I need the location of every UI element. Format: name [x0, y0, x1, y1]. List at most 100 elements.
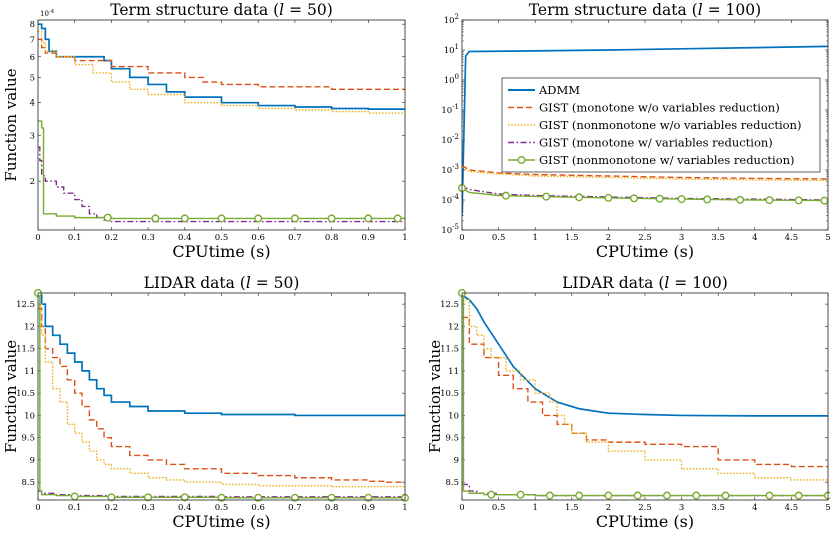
- legend-marker: [517, 155, 526, 164]
- chart-panel-1: Term structure data (l = 50) 0 0.1 0.2 0.3 0.…: [2, 1, 408, 261]
- series-marker: [180, 493, 189, 502]
- series-marker: [103, 213, 112, 222]
- series-line-3: [462, 166, 828, 182]
- series-marker: [254, 214, 263, 223]
- plot-area: [462, 293, 828, 500]
- series-marker: [703, 195, 712, 204]
- series-line-3: [38, 303, 405, 488]
- y-tick-label: 100: [444, 73, 459, 86]
- x-tick-label: 0.1: [68, 233, 82, 243]
- x-tick-label: 5: [825, 503, 830, 513]
- chart-title: LIDAR data (l = 100): [562, 274, 728, 292]
- series-marker: [217, 493, 226, 502]
- series-marker: [290, 493, 299, 502]
- series-marker: [501, 191, 510, 200]
- y-tick-label: 10-4: [441, 193, 459, 206]
- legend-label-2: GIST (monotone w/o variables reduction): [539, 101, 780, 115]
- x-tick-label: 0.1: [68, 503, 82, 513]
- series-marker: [655, 194, 664, 203]
- legend-label-4: GIST (monotone w/ variables reduction): [539, 136, 773, 150]
- chart-title-var: l: [246, 274, 251, 292]
- legend-label-1: ADMM: [538, 83, 580, 97]
- chart-title-var: l: [664, 274, 669, 292]
- series-marker: [70, 492, 79, 501]
- series-marker: [692, 491, 701, 500]
- series-line-2: [462, 164, 828, 180]
- y-tick-label: 10-3: [441, 163, 459, 176]
- y-multiplier: 10-4: [40, 9, 55, 18]
- chart-title-main: LIDAR data (: [144, 274, 246, 292]
- y-tick-label: 11.5: [440, 345, 459, 355]
- y-tick-label: 3: [30, 131, 35, 141]
- chart-title-main: Term structure data (: [529, 1, 698, 19]
- x-tick-label: 0.5: [215, 503, 229, 513]
- x-tick-label: 2.5: [638, 503, 652, 513]
- series-marker: [736, 195, 745, 204]
- series-marker: [107, 493, 116, 502]
- y-tick-label: 9: [454, 456, 459, 466]
- legend-box: [501, 77, 821, 173]
- series-marker: [575, 491, 584, 500]
- x-tick-label: 0.7: [288, 233, 302, 243]
- x-tick-label: 4.5: [785, 503, 799, 513]
- series-marker: [824, 491, 830, 500]
- x-tick-label: 0.8: [325, 233, 339, 243]
- y-tick-label: 11: [24, 367, 35, 377]
- x-tick-label: 0.5: [492, 503, 506, 513]
- series-marker: [545, 491, 554, 500]
- x-tick-label: 0.7: [288, 503, 302, 513]
- series-marker: [180, 214, 189, 223]
- y-tick-label: 2: [30, 177, 35, 187]
- y-tick-label: 8.5: [445, 478, 459, 488]
- x-tick-label: 3.5: [711, 233, 725, 243]
- x-tick-label: 2.5: [638, 233, 652, 243]
- series-line-2: [462, 316, 828, 468]
- y-tick-label: 10-5: [441, 223, 459, 236]
- series-marker: [604, 491, 613, 500]
- x-tick-label: 1: [402, 503, 407, 513]
- series-marker: [327, 214, 336, 223]
- chart-title-var: l: [279, 1, 284, 19]
- y-tick-label: 102: [444, 13, 459, 26]
- series-marker: [516, 490, 525, 499]
- y-tick-label: 12: [24, 322, 35, 332]
- x-tick-label: 1.5: [565, 503, 579, 513]
- x-tick-label: 0.6: [251, 233, 265, 243]
- series-marker: [604, 193, 613, 202]
- series-marker: [217, 214, 226, 223]
- series-marker: [765, 196, 774, 205]
- series-line-1: [462, 294, 828, 417]
- series-line-2: [38, 307, 405, 483]
- series-marker: [364, 214, 373, 223]
- x-tick-label: 0.4: [178, 503, 192, 513]
- x-axis-label: CPUtime (s): [596, 512, 694, 531]
- y-tick-label: 8.5: [21, 478, 35, 488]
- x-tick-label: 0.6: [251, 503, 265, 513]
- series-marker: [721, 491, 730, 500]
- series-line-3: [38, 30, 405, 117]
- x-tick-label: 4: [752, 233, 757, 243]
- series-marker: [820, 196, 829, 205]
- chart-title-rest: = 100): [669, 274, 727, 292]
- series-line-3: [462, 298, 828, 483]
- x-tick-label: 4.5: [785, 233, 799, 243]
- axes-box: [37, 292, 406, 501]
- series-line-5: [38, 292, 405, 499]
- series-marker: [662, 491, 671, 500]
- x-tick-label: 4: [752, 503, 757, 513]
- series-line-1: [38, 23, 405, 110]
- x-tick-label: 0.3: [141, 233, 155, 243]
- chart-title: LIDAR data (l = 50): [144, 274, 300, 292]
- x-tick-label: 2: [606, 503, 611, 513]
- axes-box: [461, 292, 829, 501]
- y-tick-label: 10: [448, 411, 459, 421]
- x-tick-label: 0.3: [141, 503, 155, 513]
- series-marker: [630, 194, 639, 203]
- series-marker: [151, 214, 160, 223]
- x-tick-label: 0.5: [492, 233, 506, 243]
- y-tick-label: 11: [448, 367, 459, 377]
- series-marker: [487, 490, 496, 499]
- chart-panel-3: LIDAR data (l = 50) 0 0.1 0.2 0.3 0.4 0.5 0.6 0.…: [2, 274, 410, 531]
- x-axis-label: CPUtime (s): [596, 242, 694, 261]
